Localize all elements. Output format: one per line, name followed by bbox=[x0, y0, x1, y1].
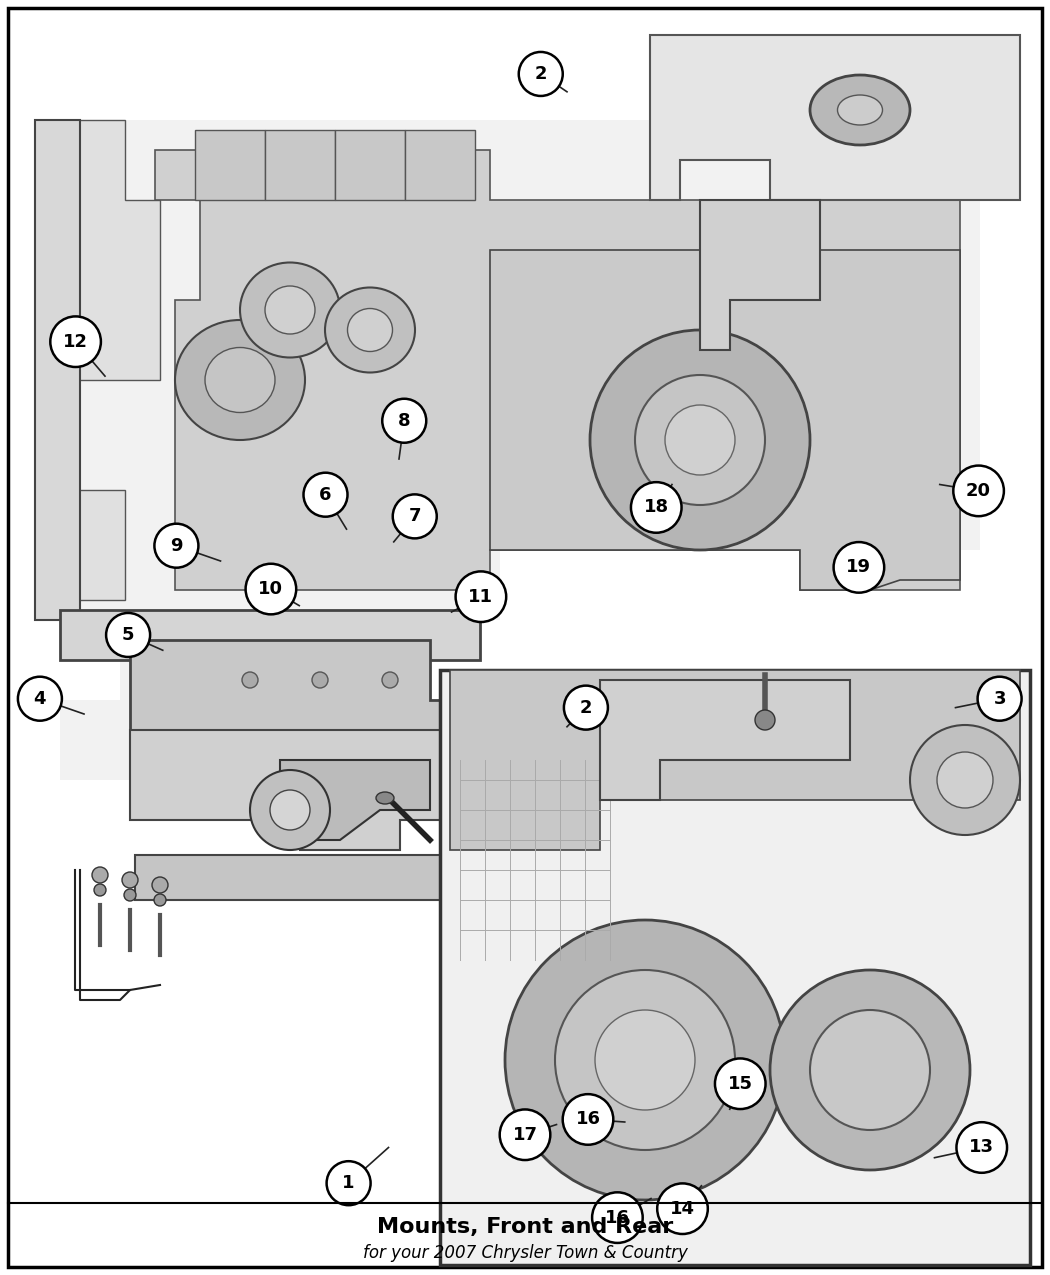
Text: 2: 2 bbox=[534, 65, 547, 83]
Text: 2: 2 bbox=[580, 699, 592, 717]
Circle shape bbox=[519, 52, 563, 96]
Circle shape bbox=[910, 725, 1020, 835]
Text: 18: 18 bbox=[644, 499, 669, 516]
Circle shape bbox=[590, 330, 810, 550]
Text: 6: 6 bbox=[319, 486, 332, 504]
Circle shape bbox=[106, 613, 150, 657]
Ellipse shape bbox=[810, 75, 910, 145]
Circle shape bbox=[152, 877, 168, 892]
Polygon shape bbox=[130, 731, 460, 850]
Circle shape bbox=[382, 399, 426, 442]
Polygon shape bbox=[280, 760, 430, 840]
Text: 4: 4 bbox=[34, 690, 46, 708]
Circle shape bbox=[382, 672, 398, 689]
Circle shape bbox=[50, 316, 101, 367]
Polygon shape bbox=[450, 669, 1020, 850]
Circle shape bbox=[631, 482, 681, 533]
Text: 20: 20 bbox=[966, 482, 991, 500]
Text: 7: 7 bbox=[408, 507, 421, 525]
Ellipse shape bbox=[240, 263, 340, 357]
Polygon shape bbox=[35, 120, 980, 780]
Circle shape bbox=[978, 677, 1022, 720]
Bar bbox=[440, 669, 1030, 1265]
Polygon shape bbox=[600, 680, 850, 799]
Circle shape bbox=[154, 524, 198, 567]
Text: 19: 19 bbox=[846, 558, 872, 576]
Ellipse shape bbox=[205, 348, 275, 413]
Circle shape bbox=[657, 1183, 708, 1234]
Text: 13: 13 bbox=[969, 1139, 994, 1156]
Circle shape bbox=[595, 1010, 695, 1111]
Polygon shape bbox=[195, 130, 265, 200]
Circle shape bbox=[327, 1162, 371, 1205]
Circle shape bbox=[770, 970, 970, 1170]
Text: 16: 16 bbox=[605, 1209, 630, 1227]
Ellipse shape bbox=[838, 96, 882, 125]
Polygon shape bbox=[650, 34, 1020, 200]
Polygon shape bbox=[35, 120, 80, 620]
Text: 16: 16 bbox=[575, 1111, 601, 1128]
Text: 5: 5 bbox=[122, 626, 134, 644]
Text: 12: 12 bbox=[63, 333, 88, 351]
Circle shape bbox=[563, 1094, 613, 1145]
Circle shape bbox=[303, 473, 348, 516]
Circle shape bbox=[250, 770, 330, 850]
Circle shape bbox=[18, 677, 62, 720]
Circle shape bbox=[555, 970, 735, 1150]
Circle shape bbox=[124, 889, 136, 901]
Ellipse shape bbox=[376, 792, 394, 805]
Polygon shape bbox=[35, 120, 160, 601]
Text: 9: 9 bbox=[170, 537, 183, 555]
Circle shape bbox=[92, 867, 108, 884]
Circle shape bbox=[834, 542, 884, 593]
Circle shape bbox=[312, 672, 328, 689]
Text: 11: 11 bbox=[468, 588, 494, 606]
Polygon shape bbox=[700, 200, 820, 351]
Polygon shape bbox=[155, 150, 960, 590]
Circle shape bbox=[270, 790, 310, 830]
Circle shape bbox=[564, 686, 608, 729]
Polygon shape bbox=[335, 130, 405, 200]
Text: 3: 3 bbox=[993, 690, 1006, 708]
Text: for your 2007 Chrysler Town & Country: for your 2007 Chrysler Town & Country bbox=[362, 1244, 688, 1262]
Circle shape bbox=[122, 872, 138, 887]
Text: 14: 14 bbox=[670, 1200, 695, 1218]
Circle shape bbox=[242, 672, 258, 689]
Polygon shape bbox=[490, 250, 960, 590]
Text: 10: 10 bbox=[258, 580, 284, 598]
Polygon shape bbox=[135, 856, 460, 900]
Text: 8: 8 bbox=[398, 412, 411, 430]
Circle shape bbox=[500, 1109, 550, 1160]
Circle shape bbox=[154, 894, 166, 907]
Text: 17: 17 bbox=[512, 1126, 538, 1144]
Circle shape bbox=[957, 1122, 1007, 1173]
Circle shape bbox=[456, 571, 506, 622]
Text: 1: 1 bbox=[342, 1174, 355, 1192]
Circle shape bbox=[810, 1010, 930, 1130]
Circle shape bbox=[755, 710, 775, 731]
Polygon shape bbox=[60, 609, 480, 660]
Polygon shape bbox=[130, 640, 490, 739]
Circle shape bbox=[246, 564, 296, 615]
Circle shape bbox=[665, 405, 735, 476]
Text: Mounts, Front and Rear: Mounts, Front and Rear bbox=[377, 1218, 673, 1237]
Ellipse shape bbox=[265, 286, 315, 334]
Ellipse shape bbox=[348, 309, 393, 352]
Circle shape bbox=[953, 465, 1004, 516]
Circle shape bbox=[937, 752, 993, 808]
Polygon shape bbox=[265, 130, 335, 200]
Circle shape bbox=[94, 884, 106, 896]
Circle shape bbox=[505, 921, 785, 1200]
Circle shape bbox=[592, 1192, 643, 1243]
Polygon shape bbox=[405, 130, 475, 200]
Circle shape bbox=[715, 1058, 765, 1109]
Text: 15: 15 bbox=[728, 1075, 753, 1093]
Circle shape bbox=[635, 375, 765, 505]
Ellipse shape bbox=[175, 320, 304, 440]
Ellipse shape bbox=[326, 287, 415, 372]
Circle shape bbox=[393, 495, 437, 538]
